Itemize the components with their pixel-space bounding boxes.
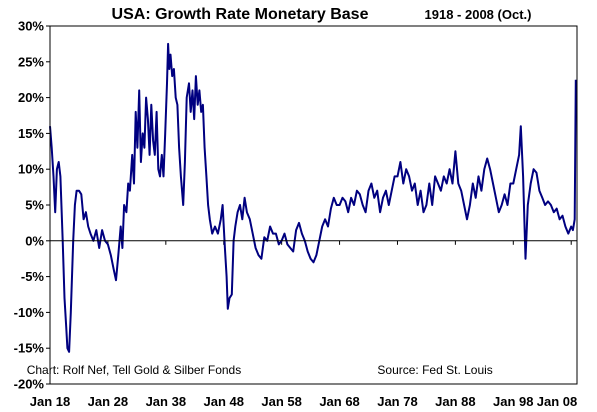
y-tick-label: -10%	[14, 305, 45, 320]
growth-rate-series-line	[49, 42, 577, 353]
y-tick-label: -15%	[14, 341, 45, 356]
y-tick-label: 25%	[18, 54, 44, 69]
y-tick-label: 20%	[18, 90, 44, 105]
chart-subtitle: 1918 - 2008 (Oct.)	[425, 7, 532, 22]
y-tick-label: 10%	[18, 162, 44, 177]
y-tick-label: 5%	[25, 198, 44, 213]
chart-annotations: Chart: Rolf Nef, Tell Gold & Silber Fond…	[27, 363, 493, 377]
x-tick-label: Jan 08	[537, 394, 577, 409]
y-tick-label: 0%	[25, 233, 44, 248]
y-tick-label: 30%	[18, 19, 44, 34]
x-tick-label: Jan 58	[261, 394, 301, 409]
x-tick-label: Jan 38	[146, 394, 186, 409]
x-tick-label: Jan 18	[30, 394, 70, 409]
y-tick-label: 15%	[18, 126, 44, 141]
x-tick-label: Jan 78	[377, 394, 417, 409]
x-tick-label: Jan 98	[493, 394, 533, 409]
chart-title: USA: Growth Rate Monetary Base	[112, 6, 369, 23]
x-tick-label: Jan 88	[435, 394, 475, 409]
y-tick-label: -5%	[21, 269, 45, 284]
plot-area-frame	[49, 25, 578, 385]
x-tick-label: Jan 68	[319, 394, 359, 409]
y-tick-label: -20%	[14, 377, 45, 392]
x-tick-label: Jan 48	[203, 394, 243, 409]
x-axis-ticks: Jan 18 Jan 28 Jan 38 Jan 48 Jan 58 Jan 68 Jan …	[30, 240, 577, 409]
annotation-text: Chart: Rolf Nef, Tell Gold & Silber Fond…	[27, 363, 242, 377]
annotation-text: Source: Fed St. Louis	[377, 363, 492, 377]
x-tick-label: Jan 28	[88, 394, 128, 409]
y-axis-ticks: 30% 25% 20% 15% 10% 5% 0% -5% -10% -15% -20%	[14, 19, 50, 392]
